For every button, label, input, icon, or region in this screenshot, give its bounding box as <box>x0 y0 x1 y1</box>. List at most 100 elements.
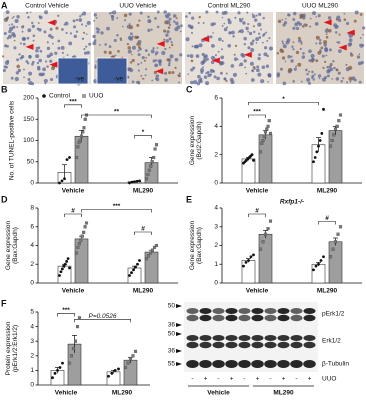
nucleus <box>322 66 325 70</box>
significance-bracket <box>248 213 266 217</box>
data-point <box>79 134 84 138</box>
x-tick-label: Vehicle <box>62 288 85 295</box>
data-point <box>128 357 133 361</box>
y-axis-label: No. of TUNEL-positive cells <box>9 100 16 180</box>
nucleus <box>176 25 181 29</box>
nucleus <box>154 53 157 56</box>
nucleus <box>227 43 232 48</box>
nucleus <box>16 64 20 69</box>
nucleus <box>106 26 110 31</box>
nucleus <box>193 80 198 85</box>
nucleus <box>54 51 58 55</box>
data-point <box>147 168 151 172</box>
nucleus <box>46 41 49 44</box>
data-point <box>328 144 333 148</box>
marker-label: 55 <box>168 361 176 368</box>
nucleus <box>79 15 82 18</box>
nucleus <box>249 61 254 66</box>
panel-letter: D <box>1 194 8 204</box>
nucleus <box>162 29 167 33</box>
data-point <box>67 361 72 365</box>
nucleus <box>192 66 196 70</box>
marker-label: 50 <box>168 303 176 310</box>
nucleus <box>198 43 203 48</box>
arrow <box>323 19 332 26</box>
nucleus <box>2 68 6 73</box>
nucleus <box>144 74 147 77</box>
data-point <box>84 221 89 225</box>
data-point <box>317 144 320 148</box>
nucleus <box>86 20 91 25</box>
nucleus <box>203 75 208 79</box>
image-label: Control ML290 <box>208 3 251 10</box>
nucleus <box>178 72 181 75</box>
data-point <box>244 260 248 264</box>
nucleus <box>239 29 244 34</box>
nucleus <box>168 46 171 49</box>
nucleus <box>140 74 143 77</box>
nucleus <box>35 46 38 50</box>
nucleus <box>252 25 255 28</box>
nucleus <box>315 42 318 45</box>
significance-bracket <box>74 319 131 323</box>
nucleus <box>120 39 123 42</box>
nucleus <box>38 58 42 63</box>
nucleus <box>231 30 235 35</box>
nucleus <box>215 10 219 14</box>
nucleus <box>359 36 362 39</box>
significance-label: # <box>255 208 259 215</box>
nucleus <box>193 44 198 49</box>
nucleus <box>258 12 262 16</box>
arrow <box>47 19 56 26</box>
nucleus <box>127 49 132 54</box>
nucleus <box>103 50 107 54</box>
nucleus <box>113 38 117 43</box>
group-label: Vehicle <box>207 390 230 397</box>
nucleus <box>42 67 46 72</box>
data-point <box>333 240 338 244</box>
nucleus <box>50 78 54 82</box>
nucleus <box>130 32 133 36</box>
nucleus <box>145 56 148 59</box>
nucleus <box>338 33 341 36</box>
nucleus <box>93 19 96 22</box>
data-point <box>328 255 333 259</box>
y-tick-label: 1 <box>214 261 218 268</box>
data-point <box>74 251 79 255</box>
nucleus <box>22 25 25 27</box>
nucleus <box>28 71 33 76</box>
nucleus <box>92 34 96 39</box>
nucleus <box>123 13 128 18</box>
nucleus <box>343 12 346 15</box>
bar <box>328 130 343 184</box>
nucleus <box>185 37 190 42</box>
nucleus <box>258 36 262 39</box>
nucleus <box>143 59 146 62</box>
y-tick-label: 0 <box>30 382 34 389</box>
y-tick-label: 100 <box>23 137 34 144</box>
nucleus <box>345 63 348 66</box>
significance-label: *** <box>69 99 77 106</box>
nucleus <box>254 18 258 22</box>
nucleus <box>5 10 10 15</box>
nucleus <box>187 73 190 75</box>
nucleus <box>31 62 34 66</box>
nucleus <box>318 77 321 80</box>
nucleus <box>255 37 260 42</box>
nucleus <box>2 55 5 58</box>
inset-label: -ve <box>75 76 84 83</box>
nucleus <box>312 78 315 81</box>
nucleus <box>207 73 211 78</box>
panel-letter: C <box>186 84 193 94</box>
nucleus <box>318 38 322 42</box>
nucleus <box>140 61 143 64</box>
significance-label: *** <box>62 307 70 314</box>
data-point <box>69 354 74 358</box>
nucleus <box>195 54 200 58</box>
nucleus <box>362 26 366 30</box>
nucleus <box>263 32 266 36</box>
x-tick-label: ML290 <box>317 288 338 295</box>
nucleus <box>251 13 254 16</box>
data-point <box>66 257 70 261</box>
nucleus <box>263 46 268 50</box>
